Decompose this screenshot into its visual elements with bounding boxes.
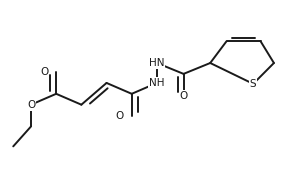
Text: S: S — [250, 79, 257, 89]
Text: O: O — [27, 100, 35, 110]
Text: O: O — [179, 91, 188, 101]
Text: HN: HN — [149, 58, 165, 68]
Text: O: O — [40, 67, 48, 77]
Text: NH: NH — [149, 78, 165, 88]
Text: O: O — [116, 111, 124, 121]
